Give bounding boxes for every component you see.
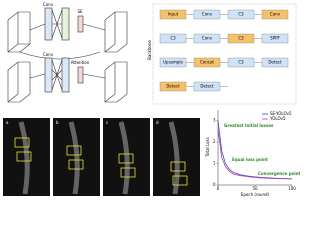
y-tick-label: 0 — [213, 182, 216, 187]
layer — [77, 66, 84, 84]
loss-line — [217, 129, 293, 180]
layer — [77, 15, 84, 33]
detection-box — [118, 153, 134, 164]
x-axis-label: Epoch (round) — [241, 192, 270, 197]
layer — [61, 57, 70, 93]
flow-box-label: Conv — [202, 36, 213, 41]
flow-box-label: Concat — [200, 60, 214, 65]
detection-box — [14, 137, 30, 148]
panel-label: b — [56, 120, 59, 125]
detection-box — [172, 175, 188, 186]
x-tick-label: 100 — [288, 186, 296, 191]
flow-box-label: C3 — [238, 36, 244, 41]
detection-box — [66, 145, 82, 156]
diagram-label: SE — [77, 9, 83, 14]
flow-box — [261, 33, 289, 44]
connections — [51, 9, 63, 39]
layer — [44, 57, 53, 93]
tensor-block — [104, 11, 128, 53]
layer — [61, 7, 70, 41]
flow-box-label: Detect — [268, 60, 282, 65]
annotation: Convergence points — [258, 171, 300, 176]
flow-box-label: Detect — [166, 84, 180, 89]
diagram-label: Conv — [43, 52, 54, 57]
x-tick-label: 50 — [252, 186, 258, 191]
network-diagram — [7, 7, 128, 103]
tensor-block — [104, 61, 128, 103]
arrow — [19, 23, 106, 60]
detection-box — [16, 151, 32, 162]
flow-box-label: C3 — [238, 60, 244, 65]
tensor-block — [7, 11, 31, 53]
annotation: Greatest Initial losses — [224, 123, 274, 128]
spine — [118, 121, 130, 195]
detection-box — [68, 159, 84, 170]
spine — [18, 121, 30, 195]
x-tick-label: 0 — [217, 186, 220, 191]
flow-box-label: C3 — [238, 12, 244, 17]
panel-label: d — [156, 120, 159, 125]
y-tick-label: 2 — [213, 139, 216, 144]
flow-box — [261, 9, 289, 20]
flow-box-label: SPPF — [270, 36, 280, 41]
layer — [44, 7, 53, 41]
flow-box-label: C3 — [170, 36, 176, 41]
connections — [51, 59, 63, 91]
y-tick-label: 1 — [213, 161, 216, 166]
page: Conv SE Conv Attention Backbone Epoch (r… — [3, 2, 300, 197]
legend-label: YOLOv5 — [269, 116, 286, 121]
spine — [68, 121, 80, 195]
annotation: Equal loss point — [232, 157, 268, 162]
diagram-label: Attention — [71, 60, 90, 65]
flow-box-label: Detect — [200, 84, 214, 89]
tensor-block — [7, 61, 31, 103]
legend-label: SE-YOLOv5 — [270, 111, 292, 116]
flowchart-title: Backbone — [147, 40, 152, 60]
flowchart-frame — [152, 3, 297, 105]
flow-box-label: Input — [168, 12, 179, 17]
detection-box — [120, 167, 136, 178]
diagram-label: Conv — [43, 2, 54, 7]
detection-box — [170, 161, 186, 172]
y-tick-label: 3 — [213, 118, 216, 123]
flow-box — [261, 57, 289, 68]
y-axis-label: Total Loss — [205, 137, 210, 157]
panel-label: c — [106, 120, 108, 125]
figure: Conv SE Conv Attention Backbone Epoch (r… — [3, 2, 300, 197]
spine — [168, 121, 180, 195]
flow-box-label: Upsample — [163, 60, 184, 65]
flow-box-label: Conv — [270, 12, 281, 17]
flow-box-label: Conv — [202, 12, 213, 17]
panel-label: a — [6, 120, 9, 125]
arrow — [29, 73, 106, 79]
